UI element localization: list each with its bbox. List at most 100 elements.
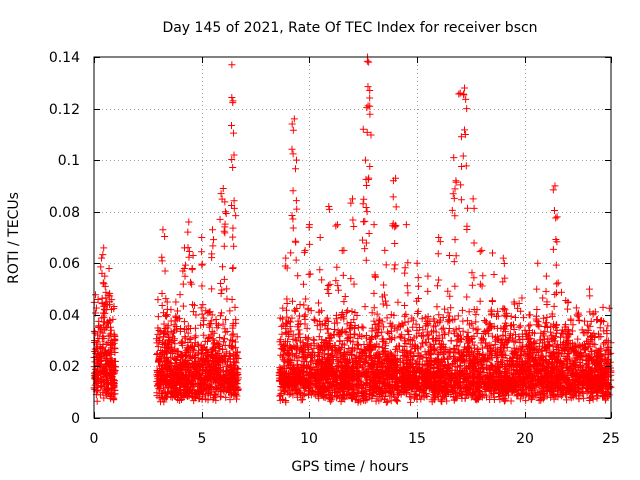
data-point xyxy=(302,377,310,385)
data-point xyxy=(470,332,478,340)
data-point xyxy=(547,328,555,336)
data-point xyxy=(603,381,611,389)
data-point xyxy=(184,345,192,353)
data-point xyxy=(111,345,119,353)
data-point xyxy=(548,336,556,344)
data-point xyxy=(99,332,107,340)
data-point xyxy=(296,337,304,345)
data-point xyxy=(106,371,114,379)
data-point xyxy=(308,348,316,356)
data-point xyxy=(222,316,230,324)
data-point xyxy=(334,327,342,335)
data-point xyxy=(577,362,585,370)
data-point xyxy=(400,373,408,381)
data-point xyxy=(579,329,587,337)
data-point xyxy=(309,336,317,344)
data-point xyxy=(543,367,551,375)
data-point xyxy=(184,361,192,369)
data-point xyxy=(218,380,226,388)
data-point xyxy=(198,396,206,404)
data-point xyxy=(444,309,452,317)
data-point xyxy=(439,314,447,322)
data-point xyxy=(489,363,497,371)
data-point xyxy=(164,359,172,367)
data-point xyxy=(549,380,557,388)
data-point xyxy=(351,396,359,404)
data-point xyxy=(483,343,491,351)
data-point xyxy=(490,393,498,401)
data-point xyxy=(181,333,189,341)
data-point xyxy=(434,391,442,399)
data-point xyxy=(394,298,402,306)
data-point xyxy=(542,357,550,365)
data-point xyxy=(558,344,566,352)
data-point xyxy=(154,343,162,351)
data-point xyxy=(319,339,327,347)
data-point xyxy=(382,339,390,347)
data-point xyxy=(204,369,212,377)
data-point xyxy=(516,336,524,344)
data-point xyxy=(315,333,323,341)
data-point xyxy=(192,351,200,359)
data-point xyxy=(281,342,289,350)
data-point xyxy=(475,375,483,383)
data-point xyxy=(522,357,530,365)
data-point xyxy=(301,384,309,392)
data-point xyxy=(459,317,467,325)
data-point xyxy=(185,371,193,379)
data-point xyxy=(179,302,187,310)
data-point xyxy=(181,334,189,342)
data-point xyxy=(386,388,394,396)
data-point xyxy=(337,398,345,406)
data-point xyxy=(187,335,195,343)
data-point xyxy=(550,302,558,310)
data-point xyxy=(499,331,507,339)
data-point xyxy=(280,346,288,354)
data-point xyxy=(358,323,366,331)
data-point xyxy=(474,345,482,353)
data-point xyxy=(190,397,198,405)
data-point xyxy=(391,367,399,375)
data-point xyxy=(153,366,161,374)
data-point xyxy=(178,372,186,380)
data-point xyxy=(532,368,540,376)
data-point xyxy=(321,354,329,362)
data-point xyxy=(358,384,366,392)
data-point xyxy=(198,310,206,318)
data-point xyxy=(445,378,453,386)
data-point xyxy=(222,352,230,360)
data-point xyxy=(378,343,386,351)
data-point xyxy=(543,323,551,331)
data-point xyxy=(294,360,302,368)
data-point xyxy=(510,338,518,346)
data-point xyxy=(306,388,314,396)
data-point xyxy=(315,357,323,365)
data-point xyxy=(419,326,427,334)
data-point xyxy=(566,359,574,367)
data-point xyxy=(232,390,240,398)
data-point xyxy=(155,337,163,345)
data-point xyxy=(233,380,241,388)
data-point xyxy=(315,378,323,386)
data-point xyxy=(189,308,197,316)
data-point xyxy=(219,320,227,328)
data-point xyxy=(416,392,424,400)
data-point xyxy=(158,368,166,376)
data-point xyxy=(157,389,165,397)
data-point xyxy=(578,326,586,334)
data-point xyxy=(409,316,417,324)
data-point xyxy=(226,307,234,315)
data-point xyxy=(395,367,403,375)
data-point xyxy=(474,394,482,402)
data-point xyxy=(446,352,454,360)
data-point xyxy=(498,391,506,399)
data-point xyxy=(197,380,205,388)
data-point xyxy=(288,350,296,358)
data-point xyxy=(405,330,413,338)
data-point xyxy=(170,337,178,345)
data-point xyxy=(518,342,526,350)
data-point xyxy=(522,397,530,405)
data-point xyxy=(213,384,221,392)
data-point xyxy=(408,384,416,392)
data-point xyxy=(177,339,185,347)
